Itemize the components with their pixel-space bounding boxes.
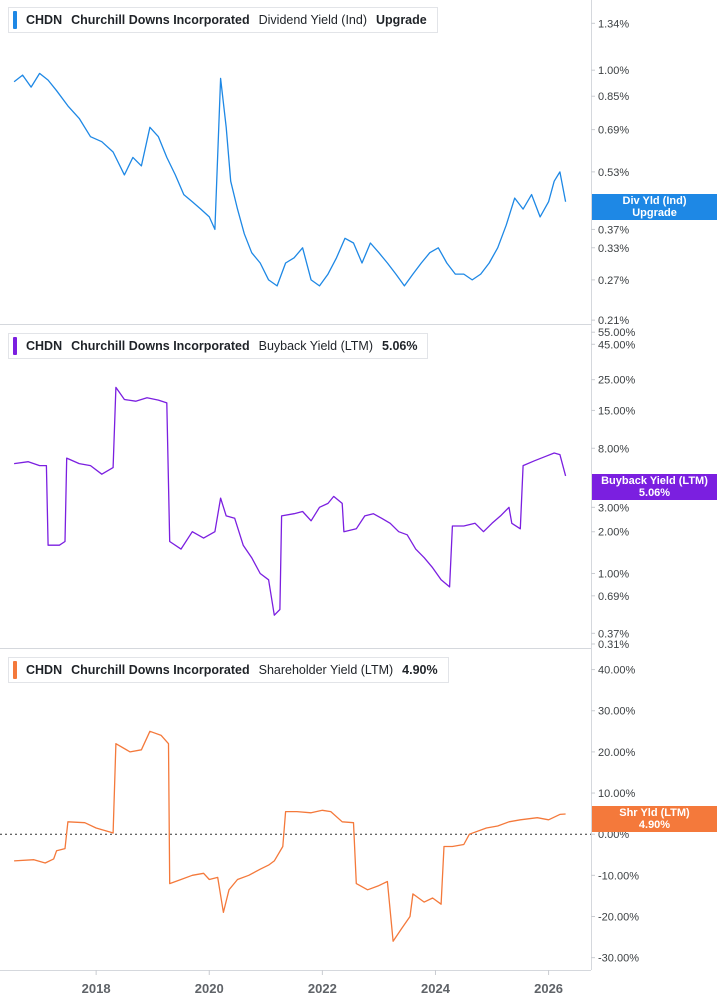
shareholder-legend-swatch [13, 661, 17, 679]
tag-line-1: Shr Yld (LTM) [619, 807, 690, 819]
series-line-shareholder [14, 730, 566, 942]
y-tick-label: 0.85% [598, 91, 629, 103]
y-tick-label: 45.00% [598, 339, 636, 351]
x-axis: 2018 2020 2022 2024 2026 [82, 970, 563, 996]
y-tick-label: -30.00% [598, 953, 639, 965]
legend-value: 4.90% [402, 663, 438, 677]
series-line-dividend [13, 72, 567, 287]
legend-ticker: CHDN [26, 339, 63, 353]
y-tick-label: 1.00% [598, 65, 629, 77]
y-tick-label: 1.00% [598, 568, 629, 580]
shareholder-yield-panel: 40.00% 30.00% 20.00% 10.00% 0.00% -10.00% -20.… [0, 665, 639, 965]
tag-line-2: 5.06% [638, 487, 671, 499]
tag-line-2: 4.90% [638, 819, 671, 831]
legend-company: Churchill Downs Incorporated [71, 13, 250, 27]
buyback-legend: CHDN Churchill Downs Incorporated Buybac… [8, 333, 429, 359]
y-tick-label: 25.00% [598, 375, 636, 387]
tag-line-1: Buyback Yield (LTM) [601, 475, 708, 487]
shareholder-axis-tag: Shr Yld (LTM) 4.90% [592, 806, 717, 832]
y-tick-label: 0.37% [598, 224, 629, 236]
y-tick-label: 2.00% [598, 527, 629, 539]
legend-company: Churchill Downs Incorporated [71, 663, 250, 677]
x-tick-label: 2024 [421, 981, 451, 996]
x-tick-label: 2022 [308, 981, 337, 996]
buyback-legend-swatch [13, 337, 17, 355]
y-tick-label: 20.00% [598, 747, 636, 759]
dividend-legend-swatch [13, 11, 17, 29]
dividend-yield-panel: 1.34% 1.00% 0.85% 0.69% 0.53% 0.37% 0.33% 0.27%… [13, 18, 629, 327]
tag-line-1: Div Yld (Ind) [622, 195, 687, 207]
y-tick-label: 40.00% [598, 665, 636, 677]
dividend-axis-tag: Div Yld (Ind) Upgrade [592, 194, 717, 220]
shareholder-legend: CHDN Churchill Downs Incorporated Shareh… [8, 657, 449, 683]
y-tick-label: 30.00% [598, 706, 636, 718]
y-tick-label: 0.00% [598, 829, 629, 841]
x-tick-label: 2026 [534, 981, 563, 996]
y-tick-label: 0.53% [598, 167, 629, 179]
legend-ticker: CHDN [26, 13, 63, 27]
x-tick-label: 2020 [195, 981, 224, 996]
y-tick-label: 0.31% [598, 639, 629, 651]
y-tick-label: 15.00% [598, 405, 636, 417]
legend-value[interactable]: Upgrade [376, 13, 427, 27]
y-tick-label: 0.69% [598, 125, 629, 137]
y-tick-label: 0.27% [598, 275, 629, 287]
legend-metric: Shareholder Yield (LTM) [258, 663, 394, 677]
y-tick-label: 8.00% [598, 443, 629, 455]
y-tick-label: 1.34% [598, 18, 629, 30]
tag-line-2: Upgrade [632, 207, 677, 219]
buyback-yield-panel: 55.00%45.00% 25.00% 15.00% 8.00% 3.00% 2.00% 1… [14, 327, 636, 651]
y-tick-label: -20.00% [598, 912, 639, 924]
legend-company: Churchill Downs Incorporated [71, 339, 250, 353]
buyback-axis-tag: Buyback Yield (LTM) 5.06% [592, 474, 717, 500]
y-tick-label: 0.33% [598, 243, 629, 255]
legend-ticker: CHDN [26, 663, 63, 677]
y-tick-label: 3.00% [598, 502, 629, 514]
legend-metric: Dividend Yield (Ind) [258, 13, 368, 27]
legend-metric: Buyback Yield (LTM) [258, 339, 374, 353]
legend-value: 5.06% [382, 339, 418, 353]
series-line-buyback [14, 386, 567, 616]
y-tick-label: 0.37% [598, 628, 629, 640]
y-tick-label: 0.69% [598, 591, 629, 603]
x-tick-label: 2018 [82, 981, 111, 996]
y-tick-label: 55.00% [598, 327, 636, 339]
y-tick-label: -10.00% [598, 870, 639, 882]
y-tick-label: 0.21% [598, 315, 629, 327]
dividend-legend: CHDN Churchill Downs Incorporated Divide… [8, 7, 438, 33]
y-tick-label: 10.00% [598, 788, 636, 800]
